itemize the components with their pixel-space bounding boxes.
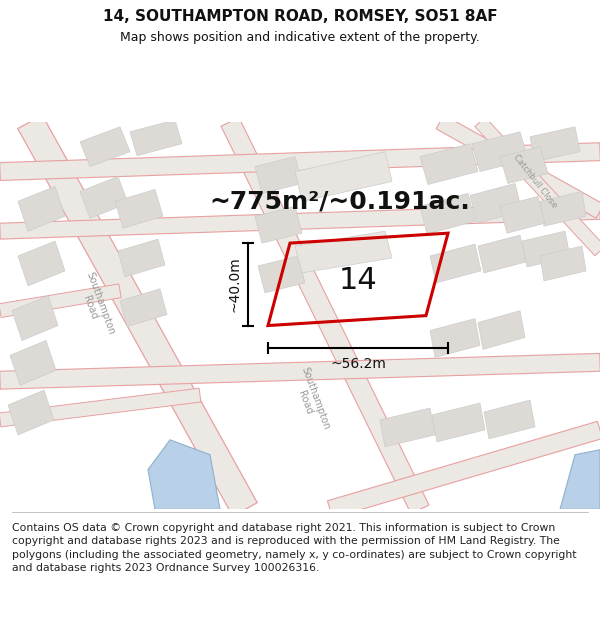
Text: Catchbull Close: Catchbull Close (511, 153, 559, 210)
Polygon shape (12, 296, 58, 341)
Polygon shape (18, 115, 257, 516)
Polygon shape (80, 127, 130, 167)
Polygon shape (478, 311, 525, 349)
Text: Map shows position and indicative extent of the property.: Map shows position and indicative extent… (120, 31, 480, 44)
Polygon shape (470, 184, 522, 223)
Polygon shape (255, 157, 302, 193)
Polygon shape (478, 235, 526, 273)
Polygon shape (295, 152, 392, 201)
Polygon shape (540, 246, 586, 281)
Polygon shape (522, 231, 570, 267)
Polygon shape (380, 408, 435, 447)
Text: ~40.0m: ~40.0m (227, 256, 241, 312)
Polygon shape (255, 206, 302, 243)
Polygon shape (0, 353, 600, 389)
Polygon shape (530, 127, 580, 162)
Polygon shape (295, 231, 392, 273)
Polygon shape (80, 176, 128, 218)
Polygon shape (115, 189, 163, 228)
Polygon shape (328, 421, 600, 518)
Polygon shape (18, 186, 65, 231)
Polygon shape (560, 450, 600, 509)
Polygon shape (500, 147, 548, 184)
Polygon shape (420, 193, 475, 234)
Polygon shape (472, 132, 528, 171)
Polygon shape (118, 239, 165, 277)
Polygon shape (484, 400, 535, 439)
Polygon shape (430, 244, 481, 283)
Polygon shape (475, 117, 600, 256)
Polygon shape (0, 203, 600, 239)
Polygon shape (432, 403, 485, 442)
Polygon shape (148, 440, 220, 509)
Polygon shape (540, 191, 586, 226)
Text: Southampton
Road: Southampton Road (74, 271, 116, 341)
Polygon shape (10, 341, 56, 385)
Polygon shape (0, 284, 121, 318)
Polygon shape (130, 120, 182, 156)
Polygon shape (430, 319, 480, 357)
Polygon shape (8, 390, 54, 435)
Polygon shape (436, 115, 600, 218)
Polygon shape (0, 142, 600, 181)
Polygon shape (0, 388, 201, 427)
Text: 14, SOUTHAMPTON ROAD, ROMSEY, SO51 8AF: 14, SOUTHAMPTON ROAD, ROMSEY, SO51 8AF (103, 9, 497, 24)
Text: Contains OS data © Crown copyright and database right 2021. This information is : Contains OS data © Crown copyright and d… (12, 523, 577, 573)
Polygon shape (258, 256, 305, 293)
Polygon shape (500, 196, 545, 233)
Text: ~56.2m: ~56.2m (330, 357, 386, 371)
Polygon shape (18, 241, 65, 286)
Polygon shape (221, 118, 429, 514)
Polygon shape (120, 289, 167, 326)
Text: 14: 14 (338, 266, 377, 296)
Text: ~775m²/~0.191ac.: ~775m²/~0.191ac. (209, 189, 470, 213)
Text: Southampton
Road: Southampton Road (289, 366, 331, 435)
Polygon shape (420, 144, 478, 184)
